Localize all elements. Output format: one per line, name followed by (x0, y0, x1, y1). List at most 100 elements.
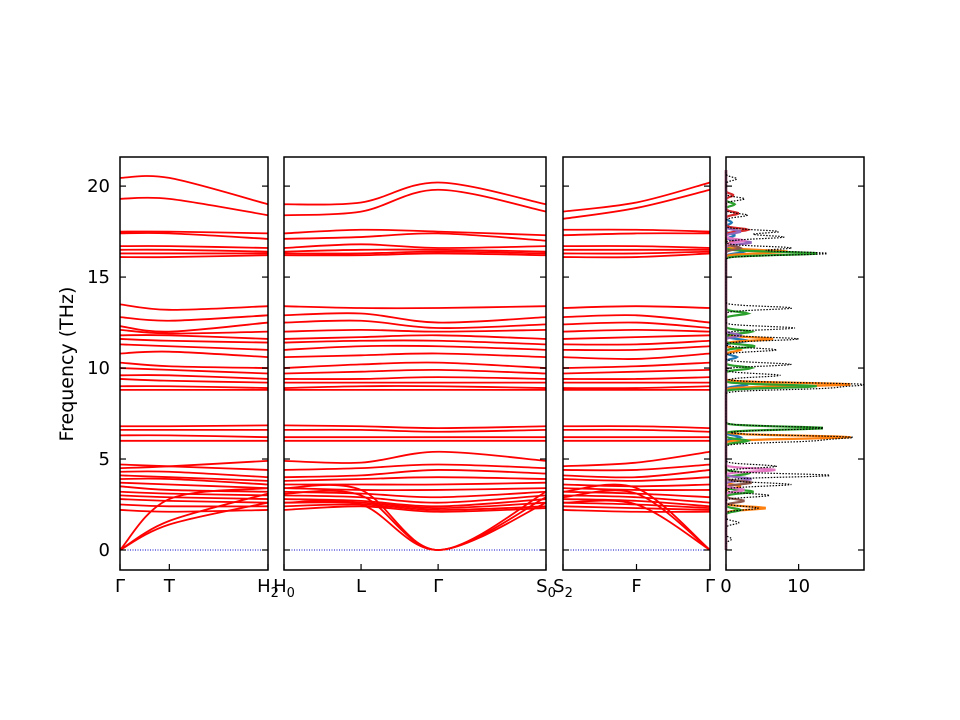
band-panel-1 (119, 175, 269, 551)
band-lines-layer (119, 175, 711, 551)
phonon-band-30 (283, 476, 547, 482)
phonon-band-15 (562, 345, 711, 352)
phonon-band-30 (119, 474, 269, 482)
phonon-band-1 (562, 181, 711, 213)
phonon-band-13 (562, 334, 711, 340)
band-panel-3 (562, 181, 711, 551)
phonon-band-3 (283, 228, 547, 237)
phonon-band-16 (562, 352, 711, 360)
phonon-band-36 (283, 501, 547, 510)
phonon-band-29 (562, 469, 711, 479)
x-tick-label: F (631, 576, 641, 597)
phonon-band-1 (283, 181, 547, 206)
phonon-band-8 (283, 252, 547, 257)
phonon-band-12 (119, 328, 269, 335)
phonon-band-14 (283, 339, 547, 346)
phonon-band-8 (119, 254, 269, 259)
band-panel-1-frame (119, 156, 269, 571)
phonon-band-14 (119, 338, 269, 344)
acoustic-band-1 (119, 487, 269, 551)
band-panel-2 (283, 181, 547, 551)
acoustic-band-2 (562, 489, 711, 551)
phonon-band-16 (119, 350, 269, 359)
phonon-band-15 (119, 343, 269, 351)
phonon-band-7 (562, 250, 711, 255)
phonon-band-18 (119, 367, 269, 375)
y-tick-label: 15 (87, 267, 110, 288)
acoustic-band-3 (119, 501, 269, 551)
phonon-band-30 (562, 476, 711, 482)
phonon-band-38 (562, 509, 711, 513)
phonon-band-37 (562, 505, 711, 511)
phonon-band-8 (562, 252, 711, 259)
phonon-band-5 (283, 243, 547, 249)
phonon-band-38 (283, 505, 547, 513)
phonon-band-33 (283, 490, 547, 499)
phonon-band-35 (283, 498, 547, 508)
phonon-band-18 (283, 368, 547, 375)
band-panel-2-frame (283, 156, 547, 571)
phonon-band-28 (283, 463, 547, 471)
x-tick-label: S2 (553, 576, 573, 601)
phonon-band-17 (119, 361, 269, 369)
phonon-band-4 (283, 232, 547, 242)
phonon-band-13 (119, 334, 269, 340)
phonon-band-29 (283, 469, 547, 479)
phonon-band-12 (562, 328, 711, 333)
phonon-band-14 (562, 339, 711, 346)
phonon-band-27 (562, 450, 711, 468)
phonon-band-19 (119, 374, 269, 380)
y-tick-label: 5 (99, 449, 110, 470)
phonon-band-23 (562, 425, 711, 429)
phonon-band-21 (283, 385, 547, 389)
phonon-band-35 (562, 498, 711, 508)
phonon-band-34 (562, 494, 711, 504)
y-tick-label: 10 (87, 358, 110, 379)
x-tick-label: L (356, 576, 366, 597)
phonon-band-24 (562, 428, 711, 433)
phonon-band-10 (283, 312, 547, 324)
phonon-band-17 (283, 361, 547, 369)
x-tick-label: Γ (115, 576, 125, 597)
y-axis-label: Frequency (THz) (56, 287, 78, 442)
phonon-band-21 (562, 385, 711, 390)
phonon-band-24 (283, 428, 547, 433)
x-tick-label: S0 (536, 576, 556, 601)
phonon-band-6 (119, 248, 269, 253)
phonon-band-3 (119, 230, 269, 235)
phonon-band-37 (283, 503, 547, 511)
phonon-band-33 (119, 485, 269, 493)
phonon-band-4 (562, 232, 711, 237)
phonon-band-23 (119, 424, 269, 428)
phonon-band-16 (283, 352, 547, 359)
panel-frames-layer (119, 156, 865, 571)
phonon-band-9 (119, 303, 269, 311)
phonon-band-17 (562, 361, 711, 369)
phonon-band-4 (119, 232, 269, 240)
phonon-band-32 (283, 487, 547, 492)
dos-x-tick-label: 0 (720, 576, 731, 597)
phonon-band-10 (119, 314, 269, 322)
phonon-band-5 (119, 245, 269, 249)
phonon-band-9 (283, 305, 547, 310)
phonon-band-28 (562, 463, 711, 472)
phonon-band-32 (119, 481, 269, 490)
phonon-band-11 (119, 321, 269, 333)
phonon-band-31 (119, 477, 269, 486)
phonon-band-9 (562, 305, 711, 309)
phonon-band-38 (119, 509, 269, 513)
acoustic-band-3 (562, 499, 711, 551)
x-tick-label: H2 (257, 576, 279, 601)
phonon-band-12 (283, 328, 547, 333)
phonon-band-31 (562, 483, 711, 488)
phonon-band-28 (119, 459, 269, 470)
phonon-band-29 (119, 470, 269, 479)
phonon-band-21 (119, 385, 269, 389)
phonon-band-34 (119, 490, 269, 497)
phonon-band-5 (562, 245, 711, 249)
dos-x-tick-label: 10 (787, 576, 810, 597)
phonon-band-20 (119, 378, 269, 384)
x-tick-label: T (163, 576, 176, 597)
